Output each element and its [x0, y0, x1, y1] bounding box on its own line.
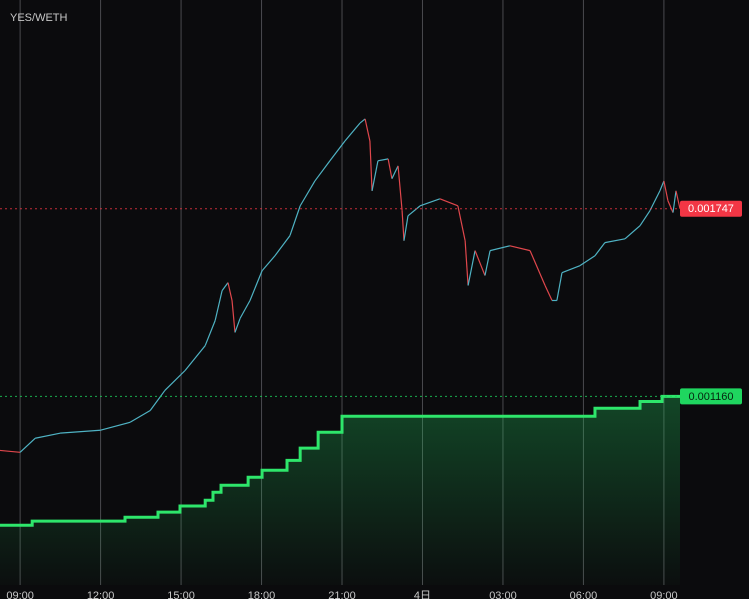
price-segment	[407, 205, 421, 217]
price-segment	[474, 250, 486, 276]
price-segment	[377, 158, 389, 162]
price-segment	[0, 449, 21, 453]
price-segment	[594, 242, 606, 257]
price-segment	[401, 210, 405, 241]
x-tick-label: 21:00	[328, 590, 356, 599]
price-segment	[344, 122, 361, 142]
price-segment	[184, 345, 206, 371]
price-segment	[369, 140, 373, 191]
price-segment	[509, 245, 531, 252]
price-segment	[99, 421, 131, 431]
x-tick-label: 06:00	[570, 590, 598, 599]
price-segment	[249, 270, 263, 301]
x-tick-label: 18:00	[248, 590, 276, 599]
price-segment	[60, 429, 101, 434]
price-segment	[639, 210, 651, 227]
price-tag-label: 0.001747	[688, 203, 734, 215]
price-segment	[675, 190, 681, 209]
price-segment	[457, 205, 466, 241]
price-segment	[464, 240, 469, 286]
price-segment	[19, 437, 36, 453]
price-segment	[604, 238, 626, 244]
price-segment	[397, 165, 403, 211]
price-segment	[35, 432, 61, 439]
price-segment	[359, 118, 366, 124]
price-segment	[204, 320, 216, 346]
price-segment	[403, 215, 409, 241]
price-segment	[227, 282, 233, 301]
x-tick-label: 09:00	[650, 590, 678, 599]
price-segment	[149, 389, 166, 411]
price-segment	[659, 180, 665, 192]
x-tick-label: 15:00	[167, 590, 195, 599]
price-segment	[261, 255, 276, 272]
x-tick-label: 03:00	[489, 590, 517, 599]
price-segment	[129, 409, 151, 423]
price-segment	[484, 250, 491, 276]
price-segment	[164, 370, 186, 391]
price-segment	[329, 140, 346, 162]
price-segment	[239, 300, 251, 319]
price-segment	[544, 285, 553, 301]
price-segment	[391, 165, 399, 179]
price-segment	[299, 180, 316, 207]
price-segment	[579, 255, 596, 267]
price-segment	[289, 205, 301, 236]
price-segment	[214, 290, 223, 321]
price-segment	[231, 300, 236, 333]
chart-title: YES/WETH	[10, 12, 68, 24]
price-segment	[419, 198, 441, 207]
price-segment	[439, 198, 459, 207]
price-segment	[221, 282, 229, 291]
x-tick-label: 12:00	[87, 590, 115, 599]
price-segment	[274, 235, 291, 257]
step-area	[0, 396, 680, 585]
price-segment	[387, 158, 393, 179]
price-segment	[663, 180, 669, 201]
price-tag	[680, 200, 742, 217]
x-tick-label: 09:00	[6, 590, 34, 599]
price-segment	[371, 160, 379, 191]
x-tick-label: 4日	[414, 590, 431, 599]
price-tag	[680, 388, 742, 405]
price-segment	[364, 118, 371, 142]
price-segment	[529, 250, 546, 286]
price-segment	[234, 318, 241, 333]
price-segment	[624, 225, 641, 240]
price-segment	[314, 160, 331, 182]
price-segment	[489, 245, 511, 252]
price-segment	[649, 190, 661, 211]
step-line	[0, 394, 680, 527]
price-segment	[672, 190, 677, 213]
price-segment	[561, 265, 581, 274]
price-tag-label: 0.001160	[688, 391, 733, 403]
price-segment	[556, 272, 563, 301]
price-segment	[467, 250, 476, 286]
price-segment	[667, 200, 674, 213]
